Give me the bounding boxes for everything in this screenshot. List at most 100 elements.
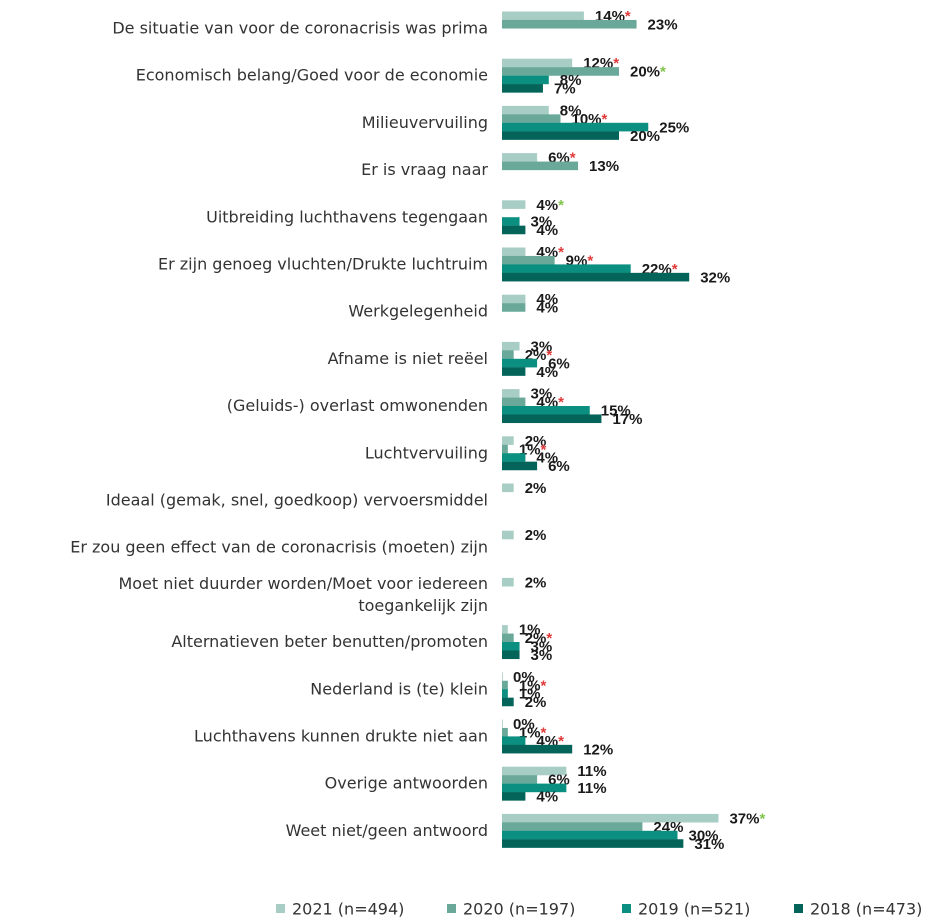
- data-label: 31%: [694, 836, 724, 853]
- bar: [502, 153, 538, 162]
- data-label: 3%: [531, 647, 553, 664]
- data-label: 13%: [589, 158, 619, 175]
- bar: [502, 813, 719, 823]
- significance-marker: *: [546, 347, 552, 364]
- category-group: Er zou geen effect van de coronacrisis (…: [70, 527, 546, 557]
- bar: [502, 783, 567, 793]
- bar: [502, 414, 602, 424]
- category-label: Luchtvervuiling: [365, 443, 488, 462]
- data-label: 4%: [536, 789, 558, 806]
- bar: [502, 830, 678, 840]
- bar: [502, 114, 561, 123]
- bar: [502, 680, 508, 690]
- data-label: 3%: [531, 386, 553, 403]
- category-group: Ideaal (gemak, snel, goedkoop) vervoersm…: [106, 480, 546, 510]
- data-label: 32%: [700, 269, 730, 286]
- bar: [502, 453, 526, 462]
- significance-marker: *: [558, 244, 564, 261]
- data-label: 7%: [554, 81, 576, 98]
- data-label: 3%: [531, 338, 553, 355]
- data-label: 2%: [525, 694, 547, 711]
- significance-marker: *: [558, 733, 564, 750]
- bar: [502, 719, 503, 729]
- bar: [502, 122, 649, 132]
- data-label: 6%: [548, 355, 570, 372]
- data-label: 2%: [525, 480, 547, 497]
- data-label: 2%: [525, 574, 547, 591]
- bar: [502, 255, 555, 265]
- data-label: 1%*: [519, 724, 547, 741]
- significance-marker: *: [660, 64, 666, 81]
- bar: [502, 217, 520, 226]
- category-label: Milieuvervuiling: [362, 113, 488, 132]
- category-label: Werkgelegenheid: [348, 302, 488, 321]
- significance-marker: *: [558, 394, 564, 411]
- bar: [502, 341, 520, 351]
- category-label: Nederland is (te) klein: [310, 679, 488, 698]
- legend-swatch: [622, 904, 631, 913]
- data-label: 0%: [513, 669, 535, 686]
- significance-marker: *: [541, 441, 547, 458]
- legend-label: 2019 (n=521): [638, 900, 750, 919]
- bar: [502, 84, 543, 93]
- bar: [502, 436, 514, 445]
- data-label: 20%*: [630, 64, 666, 81]
- category-label: Luchthavens kunnen drukte niet aan: [194, 727, 488, 746]
- bar: [502, 303, 526, 312]
- legend-swatch: [794, 904, 803, 913]
- legend-label: 2021 (n=494): [292, 900, 404, 919]
- legend: 2021 (n=494) 2020 (n=197) 2019 (n=521) 2018…: [276, 900, 922, 919]
- data-label: 37%*: [729, 810, 765, 827]
- data-label: 2%: [525, 527, 547, 544]
- data-label: 25%: [659, 119, 689, 136]
- bar: [502, 530, 514, 540]
- significance-marker: *: [587, 252, 593, 269]
- data-label: 1%: [519, 686, 541, 703]
- bar: [502, 642, 520, 651]
- bar: [502, 839, 684, 848]
- data-label: 23%: [648, 16, 678, 33]
- bar: [502, 697, 514, 707]
- data-label: 4%: [536, 300, 558, 317]
- data-label: 15%: [601, 403, 631, 420]
- significance-marker: *: [541, 677, 547, 694]
- bar: [502, 75, 549, 85]
- data-label: 4%*: [536, 197, 564, 214]
- bar: [502, 727, 508, 737]
- category-label: Overige antwoorden: [325, 774, 488, 793]
- data-label: 4%: [536, 364, 558, 381]
- bar: [502, 672, 503, 681]
- data-label: 6%: [548, 458, 570, 475]
- category-group: Luchtvervuiling 2%1%*4%6%: [365, 433, 570, 475]
- data-label: 1%*: [519, 677, 547, 694]
- data-label: 3%: [531, 214, 553, 231]
- significance-marker: *: [546, 630, 552, 647]
- category-group: Werkgelegenheid 4%4%: [348, 291, 558, 321]
- data-label: 4%: [536, 291, 558, 308]
- category-label: toegankelijk zijn: [358, 596, 488, 615]
- category-group: Alternatieven beter benutten/promoten 1%2…: [171, 622, 552, 664]
- significance-marker: *: [570, 150, 576, 167]
- data-label: 20%: [630, 128, 660, 145]
- data-label: 8%: [560, 102, 582, 119]
- data-label: 1%: [519, 622, 541, 639]
- category-label: Weet niet/geen antwoord: [286, 821, 488, 840]
- bar: [502, 633, 514, 643]
- significance-marker: *: [602, 111, 608, 128]
- category-label: Er zijn genoeg vluchten/Drukte luchtruim: [158, 255, 488, 274]
- significance-marker: *: [558, 197, 564, 214]
- data-label: 8%: [560, 72, 582, 89]
- category-label: Ideaal (gemak, snel, goedkoop) vervoersm…: [106, 491, 488, 510]
- category-group: Uitbreiding luchthavens tegengaan 4%*3%4%: [206, 197, 564, 239]
- plot-area: De situatie van voor de coronacrisis was…: [70, 8, 765, 853]
- bar: [502, 406, 590, 415]
- bar: [502, 483, 514, 493]
- bar: [502, 397, 526, 407]
- bar: [502, 736, 526, 745]
- legend-swatch: [276, 904, 285, 913]
- bar: [502, 389, 520, 398]
